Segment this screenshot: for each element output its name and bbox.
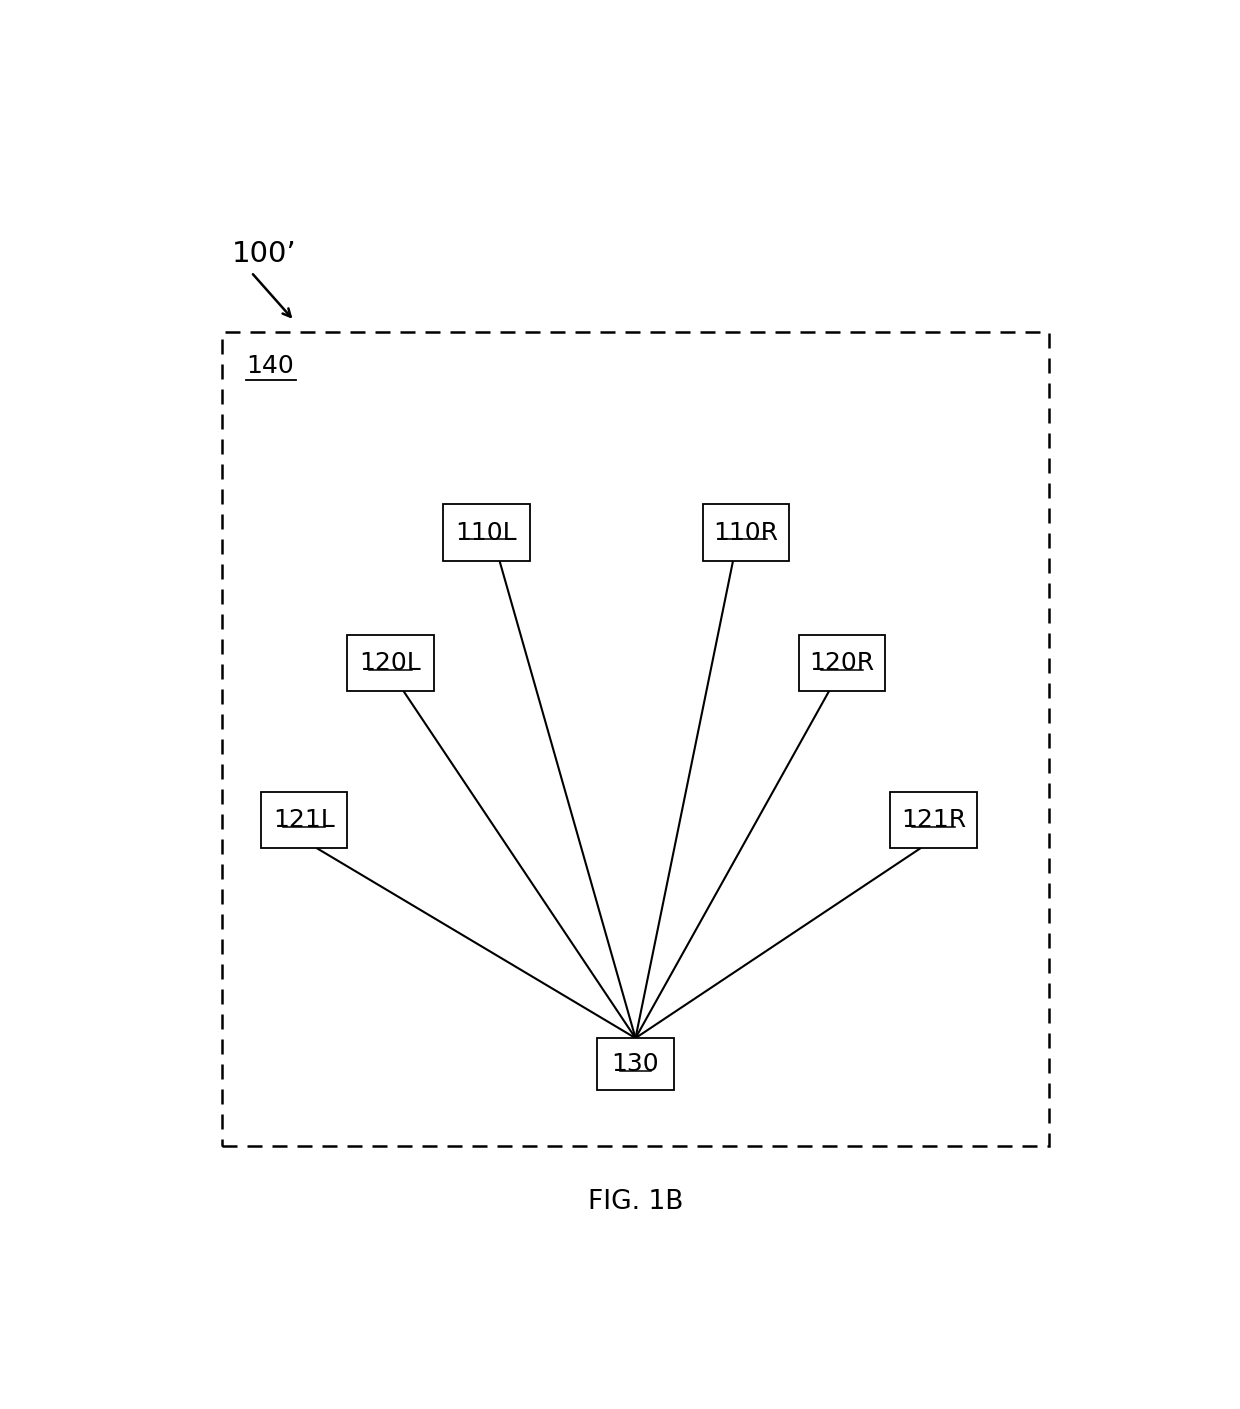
Text: FIG. 1B: FIG. 1B <box>588 1189 683 1215</box>
Bar <box>596 1038 675 1091</box>
Bar <box>444 504 529 561</box>
Text: 140: 140 <box>247 354 294 378</box>
Text: 120R: 120R <box>810 651 874 675</box>
Bar <box>799 634 885 690</box>
Text: 130: 130 <box>611 1053 660 1076</box>
Text: 100’: 100’ <box>232 240 296 268</box>
Bar <box>260 792 347 848</box>
Bar <box>890 792 977 848</box>
Text: 121R: 121R <box>900 807 966 833</box>
Bar <box>703 504 789 561</box>
Text: 110L: 110L <box>456 520 517 544</box>
Text: 110R: 110R <box>713 520 779 544</box>
Text: 120L: 120L <box>360 651 422 675</box>
Bar <box>222 333 1049 1146</box>
Bar <box>347 634 434 690</box>
Text: 121L: 121L <box>273 807 335 833</box>
